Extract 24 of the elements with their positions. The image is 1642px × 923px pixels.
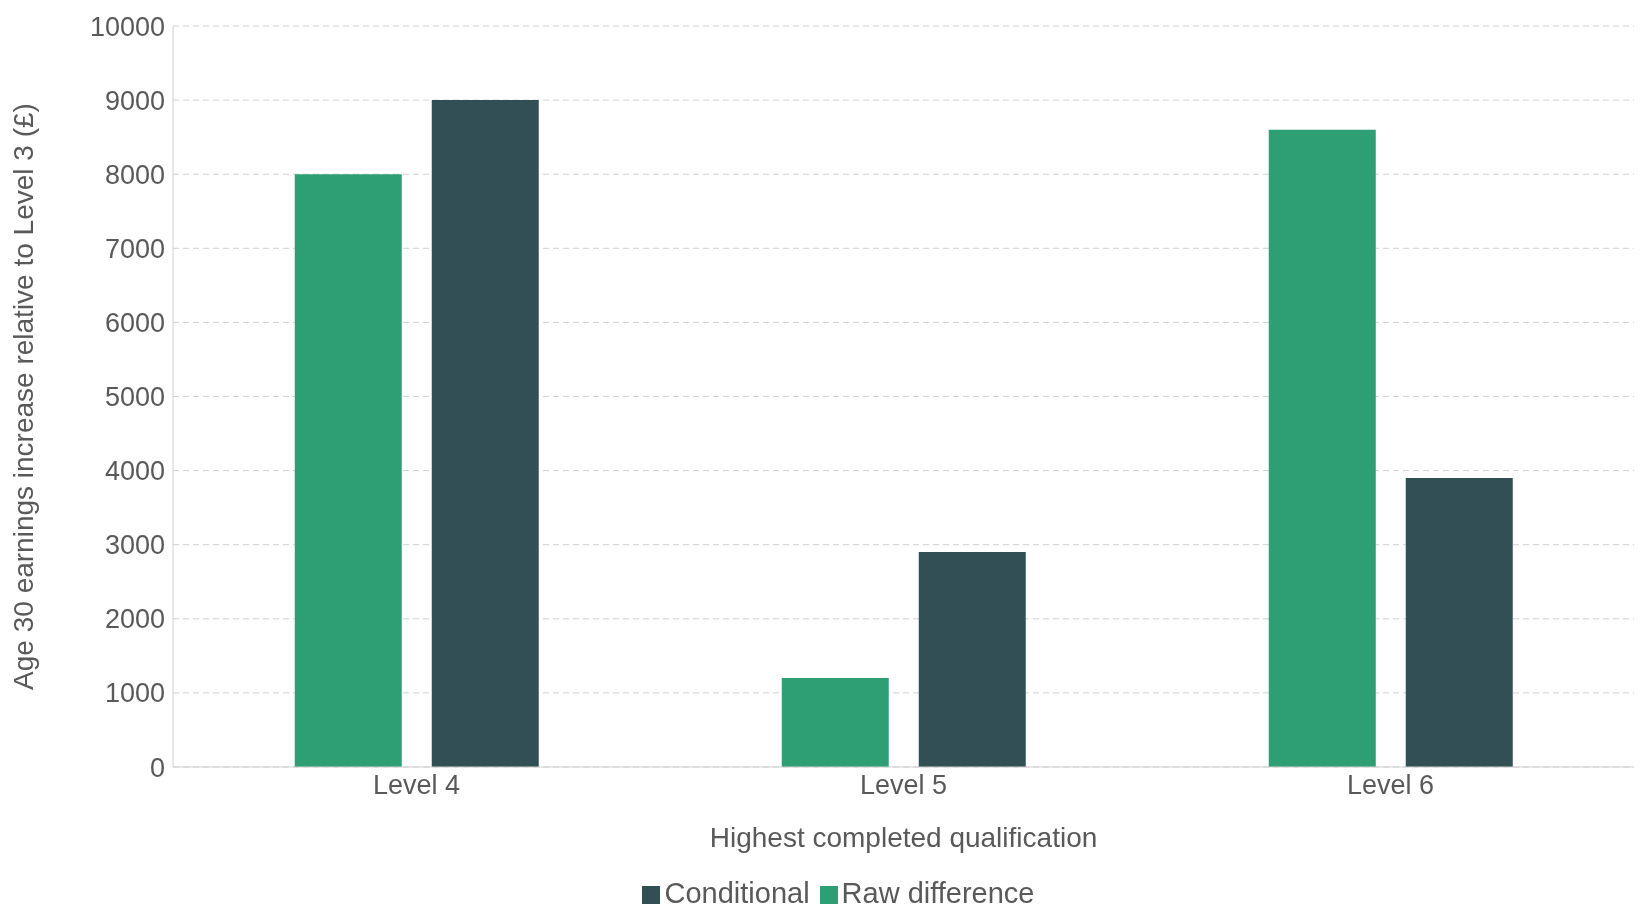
x-tick-label: Level 4	[372, 770, 461, 801]
legend-label: Raw difference	[841, 877, 1035, 909]
y-axis-title: Age 30 earnings increase relative to Level 3 (£)	[7, 103, 39, 690]
bar	[1268, 129, 1376, 767]
y-tick-label: 6000	[104, 307, 165, 338]
bar	[781, 678, 889, 767]
y-tick-label: 0	[149, 752, 165, 783]
bar	[431, 100, 539, 767]
bar	[1405, 478, 1513, 767]
y-tick-label: 7000	[104, 233, 165, 264]
x-tick-label: Level 5	[859, 770, 948, 801]
x-axis-title: Highest completed qualification	[709, 821, 1098, 853]
x-tick-label: Level 6	[1346, 770, 1435, 801]
y-tick-label: 9000	[104, 85, 165, 116]
y-tick-label: 3000	[104, 530, 165, 561]
bar	[918, 552, 1026, 767]
y-tick-label: 5000	[104, 382, 165, 413]
y-tick-label: 8000	[104, 159, 165, 190]
y-tick-label: 2000	[104, 604, 165, 635]
y-tick-label: 10000	[89, 11, 165, 42]
y-tick-label: 1000	[104, 678, 165, 709]
bar	[294, 174, 402, 767]
legend-label: Conditional	[664, 877, 810, 909]
y-tick-label: 4000	[104, 456, 165, 487]
